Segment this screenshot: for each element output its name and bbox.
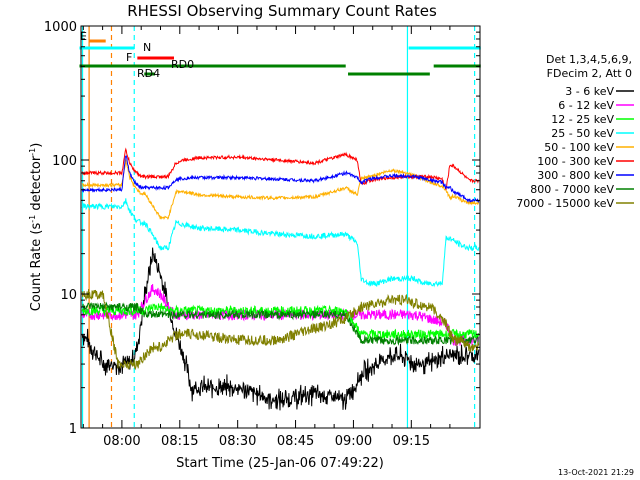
legend-label-6: 300 - 800 keV — [537, 169, 614, 182]
axes-layer: 08:00 08:15 08:30 08:45 09:00 09:15 1 10 100 1000 — [44, 20, 481, 449]
x-tick-label-2: 08:30 — [219, 434, 256, 449]
x-tick-label-5: 09:15 — [393, 434, 430, 449]
legend-label-4: 50 - 100 keV — [544, 141, 614, 154]
chart-title: RHESSI Observing Summary Count Rates — [127, 2, 437, 20]
legend-header-line-1: Det 1,3,4,5,6,9, — [546, 53, 632, 66]
legend-label-0: 3 - 6 keV — [565, 85, 614, 98]
series-line-0 — [81, 247, 480, 411]
annotation-layer: E N F RD0 RD4 — [80, 30, 194, 80]
footer-date: 13-Oct-2021 21:29 — [558, 468, 634, 477]
x-tick-label-4: 09:00 — [335, 434, 372, 449]
series-line-8 — [81, 288, 480, 371]
series-line-4 — [82, 159, 480, 220]
legend-label-5: 100 - 300 keV — [537, 155, 614, 168]
series-line-6 — [81, 155, 480, 204]
annotation-rd4-label: RD4 — [137, 67, 160, 80]
legend-label-2: 12 - 25 keV — [551, 113, 614, 126]
legend-label-7: 800 - 7000 keV — [530, 183, 614, 196]
legend: Det 1,3,4,5,6,9, FDecim 2, Att 0 3 - 6 k… — [516, 53, 634, 210]
legend-label-8: 7000 - 15000 keV — [516, 197, 614, 210]
x-tick-label-0: 08:00 — [103, 434, 140, 449]
y-tick-label-3: 1000 — [44, 20, 77, 35]
x-axis-label: Start Time (25-Jan-06 07:49:22) — [176, 456, 384, 471]
data-layer — [79, 26, 481, 428]
annotation-e-label: E — [80, 30, 87, 43]
x-tick-label-3: 08:45 — [277, 434, 314, 449]
series-line-3 — [81, 198, 480, 288]
legend-label-1: 6 - 12 keV — [558, 99, 614, 112]
series-line-5 — [81, 147, 480, 191]
y-tick-label-1: 10 — [60, 288, 77, 303]
legend-header-line-2: FDecim 2, Att 0 — [547, 67, 632, 80]
y-tick-label-2: 100 — [52, 154, 77, 169]
annotation-rd0-label: RD0 — [171, 58, 194, 71]
annotation-f-label: F — [126, 51, 132, 64]
y-tick-label-0: 1 — [69, 422, 77, 437]
plot-frame — [80, 25, 481, 429]
y-axis-label: Count Rate (s-1 detector-1) — [28, 143, 44, 312]
x-tick-label-1: 08:15 — [161, 434, 198, 449]
annotation-n-label: N — [143, 41, 151, 54]
legend-label-3: 25 - 50 keV — [551, 127, 614, 140]
series-line-7 — [82, 301, 480, 346]
